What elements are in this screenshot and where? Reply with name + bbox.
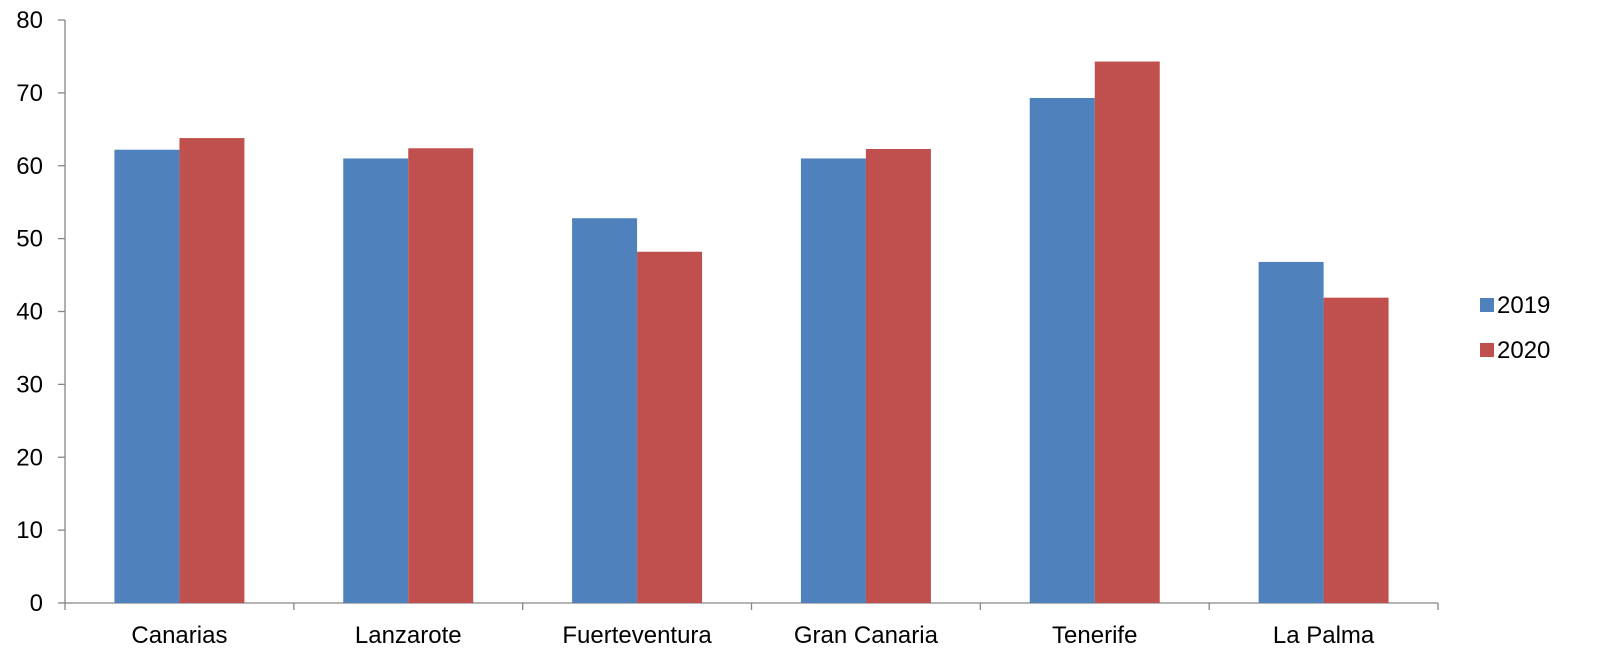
y-tick-label: 30: [16, 371, 43, 398]
bar-2019-lanzarote: [343, 158, 409, 603]
y-tick-label: 0: [30, 590, 43, 617]
axes: [58, 19, 1439, 610]
bar-2020-lanzarote: [408, 148, 474, 603]
x-category-label: Fuerteventura: [562, 622, 712, 649]
bar-2020-la-palma: [1323, 297, 1389, 603]
y-tick-label: 80: [16, 7, 43, 34]
bar-2020-canarias: [179, 138, 245, 603]
x-category-label: Lanzarote: [355, 622, 462, 649]
y-tick-label: 10: [16, 517, 43, 544]
x-category-label: Gran Canaria: [794, 622, 939, 649]
bar-2020-fuerteventura: [637, 251, 703, 603]
bars: [114, 61, 1389, 603]
x-category-label: Tenerife: [1052, 622, 1137, 649]
bar-2019-fuerteventura: [572, 218, 638, 603]
legend-label-2020: 2020: [1497, 337, 1550, 364]
y-tick-label: 20: [16, 444, 43, 471]
bar-2020-gran-canaria: [865, 148, 931, 603]
legend-swatch-2020: [1480, 343, 1494, 357]
legend-label-2019: 2019: [1497, 292, 1550, 319]
bar-2019-tenerife: [1029, 97, 1095, 603]
y-tick-label: 40: [16, 299, 43, 326]
legend-swatch-2019: [1480, 298, 1494, 312]
y-tick-label: 70: [16, 80, 43, 107]
y-tick-label: 50: [16, 226, 43, 253]
bar-2019-canarias: [114, 149, 180, 603]
bar-2020-tenerife: [1094, 61, 1160, 603]
bar-2019-gran-canaria: [800, 158, 866, 603]
labels: 0 10 20 30 40 50 60 70 80 Canarias Lanzarote Fuerte…: [16, 7, 1375, 649]
x-category-label: La Palma: [1273, 622, 1375, 649]
y-tick-label: 60: [16, 153, 43, 180]
x-category-label: Canarias: [131, 622, 227, 649]
bar-2019-la-palma: [1258, 261, 1324, 603]
legend: 2019 2020: [1480, 292, 1550, 364]
